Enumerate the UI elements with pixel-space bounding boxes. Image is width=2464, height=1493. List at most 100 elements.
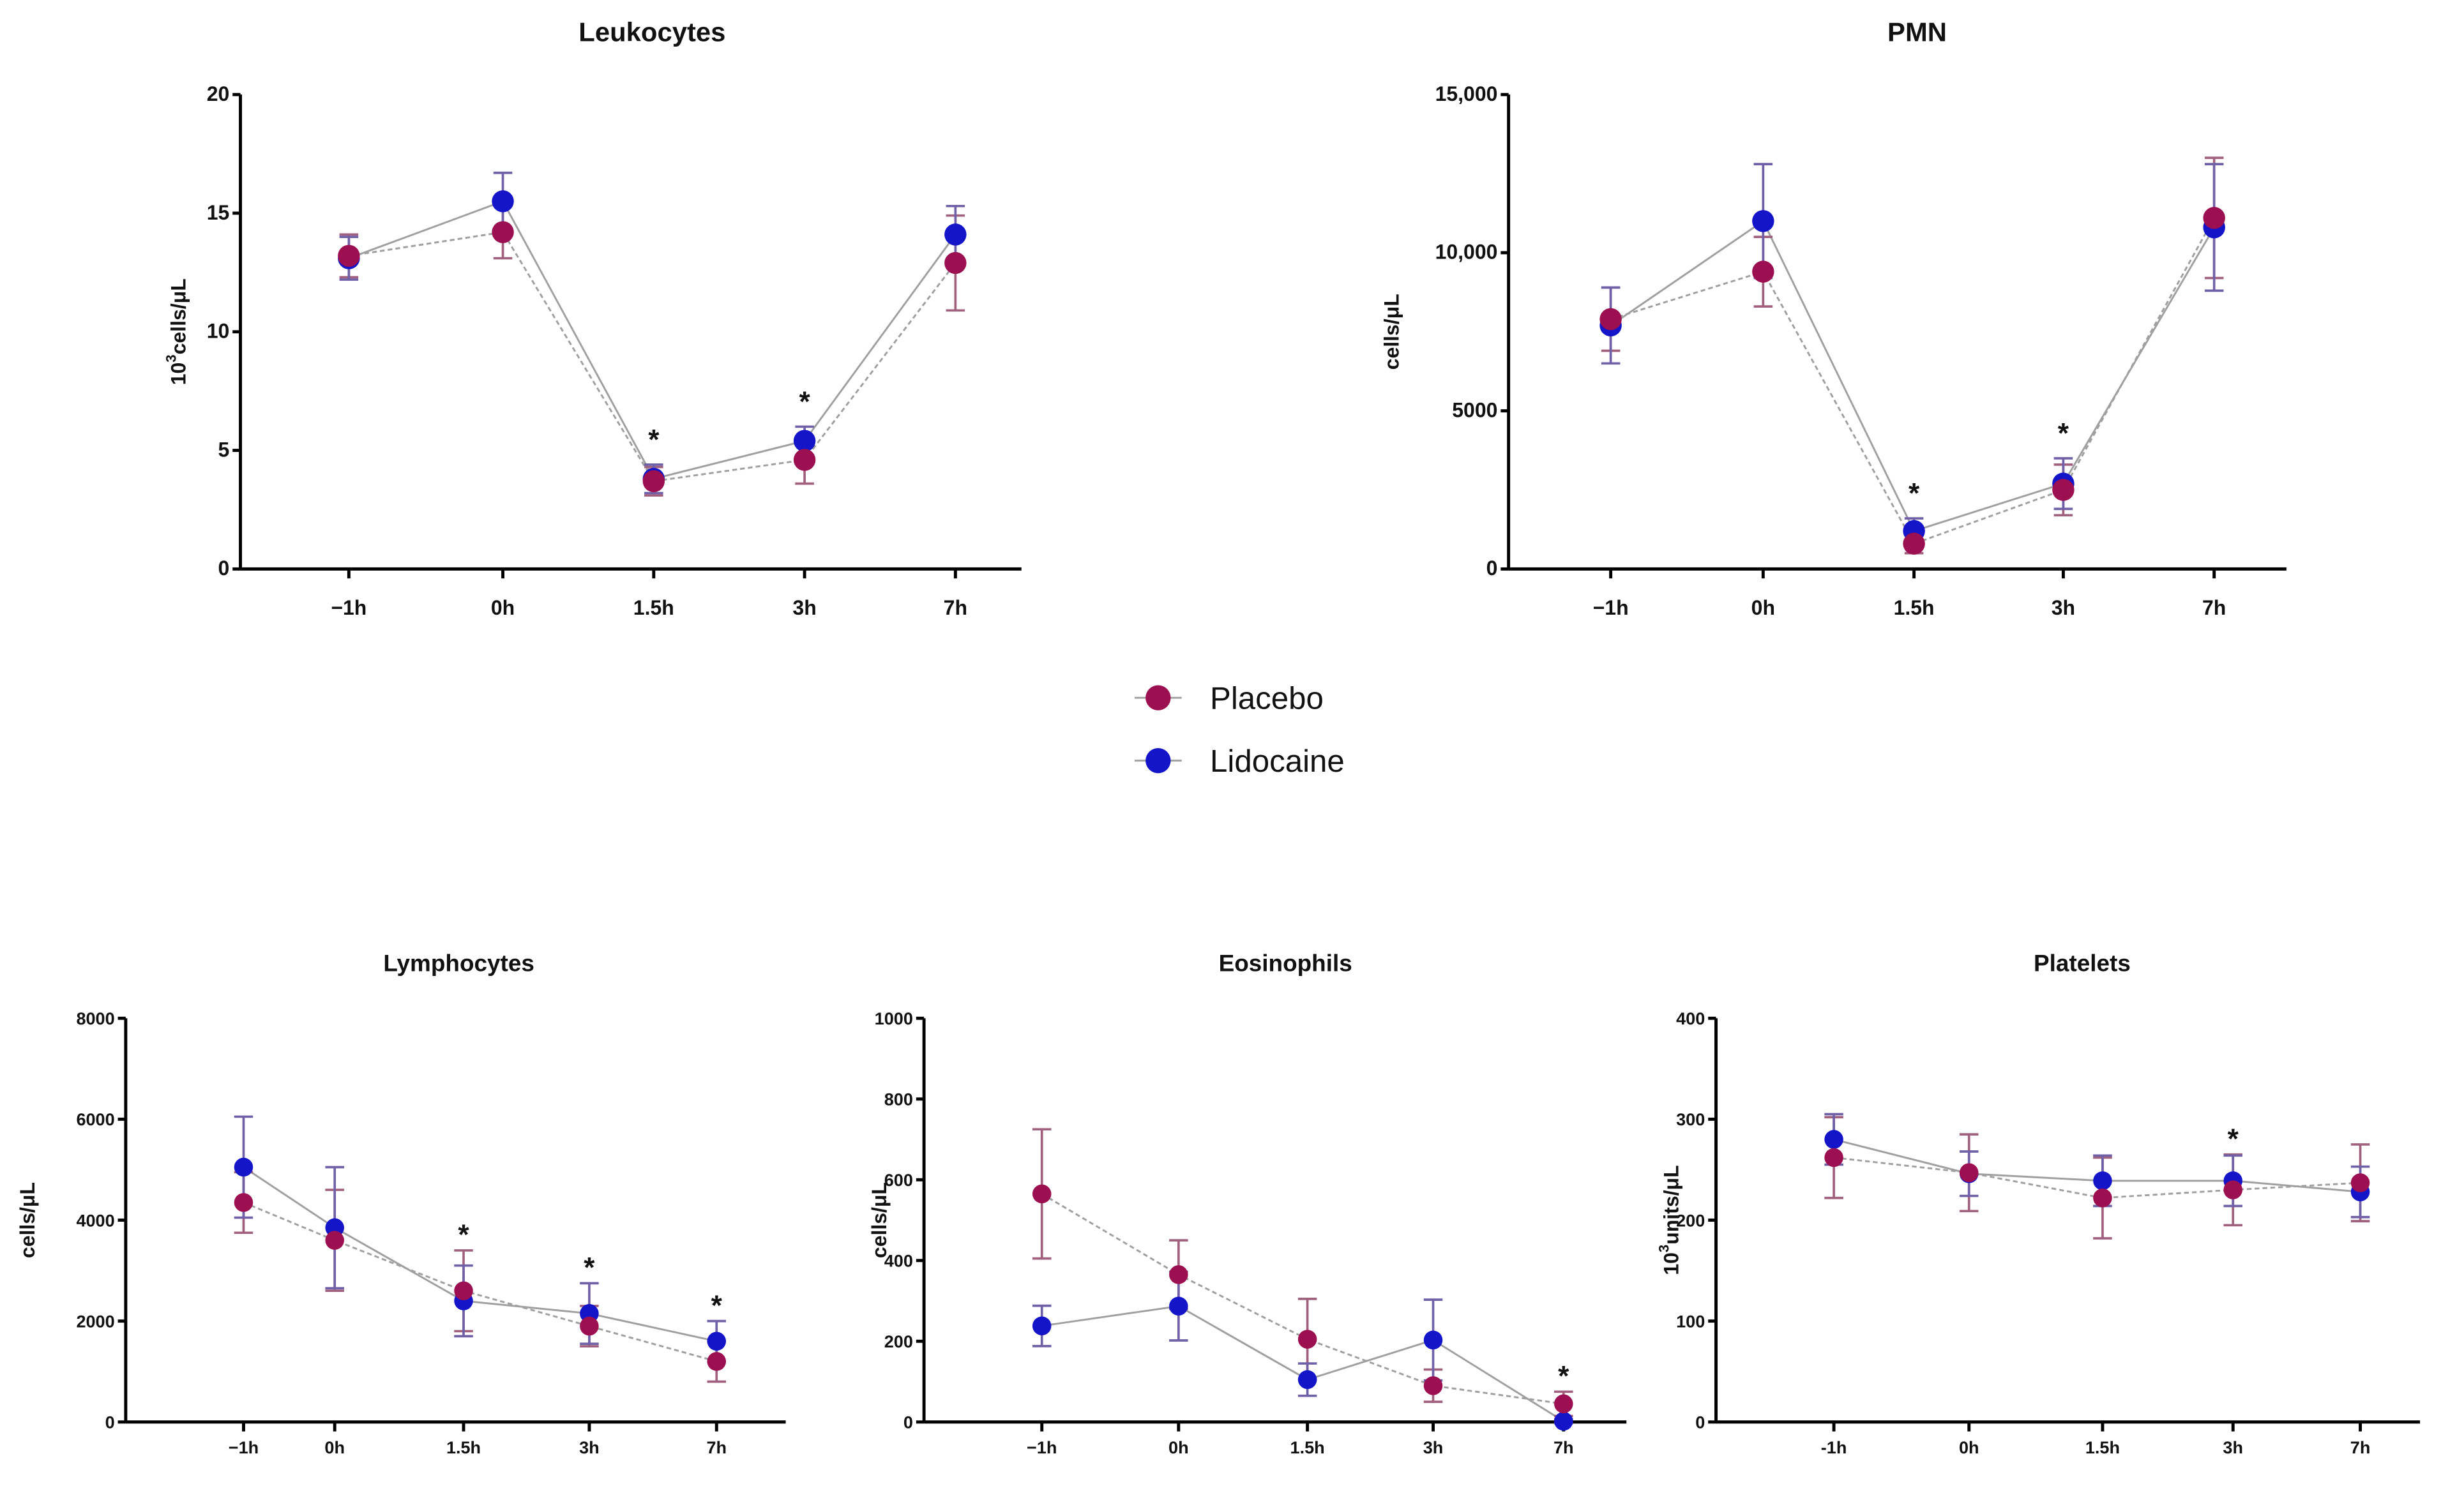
x-tick-label: 3h (2223, 1437, 2243, 1457)
x-tick-label: −1h (331, 596, 367, 619)
lidocaine-point (1752, 210, 1774, 232)
significance-asterisk: * (458, 1219, 469, 1250)
placebo-point (1423, 1376, 1443, 1395)
y-tick-label: 800 (884, 1090, 913, 1109)
y-tick-label: 2000 (76, 1311, 114, 1331)
y-axis-label: 103units/μL (1656, 1165, 1683, 1275)
y-tick-label: 0 (1695, 1413, 1705, 1432)
significance-asterisk: * (799, 386, 810, 417)
lidocaine-point (1169, 1296, 1188, 1316)
x-tick-label: 7h (2202, 596, 2226, 619)
chart-title: Eosinophils (1219, 950, 1352, 976)
placebo-point (793, 449, 816, 471)
y-axis-label: cells/μL (1380, 294, 1403, 370)
x-tick-label: 7h (944, 596, 967, 619)
x-tick-label: 0h (324, 1437, 345, 1457)
y-axis-label: cells/μL (868, 1182, 891, 1258)
x-tick-label: −1h (1027, 1437, 1057, 1457)
lidocaine-point (234, 1157, 253, 1177)
y-tick-label: 20 (207, 82, 230, 105)
placebo-point (325, 1231, 344, 1250)
placebo-point (2350, 1173, 2370, 1192)
y-tick-label: 6000 (76, 1109, 114, 1129)
placebo-point (1599, 308, 1622, 331)
chart-title: Leukocytes (578, 17, 725, 47)
placebo-point (642, 470, 665, 493)
y-tick-label: 0 (903, 1413, 913, 1432)
y-tick-label: 600 (884, 1170, 913, 1190)
x-tick-label: 1.5h (446, 1437, 481, 1457)
y-tick-label: 200 (884, 1332, 913, 1351)
x-tick-label: 3h (2052, 596, 2075, 619)
y-tick-label: 100 (1676, 1311, 1705, 1331)
significance-asterisk: * (584, 1252, 595, 1284)
placebo-point (492, 221, 514, 243)
x-tick-label: 1.5h (633, 596, 674, 619)
lidocaine-point (1297, 1370, 1317, 1390)
y-axis-label: cells/μL (16, 1182, 39, 1258)
placebo-line (349, 231, 956, 483)
x-tick-label: 1.5h (1894, 596, 1935, 619)
y-tick-label: 4000 (76, 1210, 114, 1230)
placebo-line (1833, 1157, 2361, 1199)
placebo-point (234, 1193, 253, 1212)
lidocaine-point (2093, 1171, 2112, 1190)
lidocaine-point (492, 190, 514, 213)
lidocaine-point (1554, 1411, 1573, 1431)
placebo-point (707, 1352, 727, 1371)
y-tick-label: 8000 (76, 1009, 114, 1028)
y-tick-label: 300 (1676, 1109, 1705, 1129)
y-label-sup: 3 (1656, 1245, 1672, 1252)
placebo-point (2203, 207, 2225, 229)
chart-eosinophils: Eosinophils 0 200 400 600 800 1000 −1h 0h 1.5h 3h 7… (868, 950, 1627, 1457)
placebo-point (1554, 1394, 1573, 1414)
placebo-point (2052, 479, 2075, 501)
lidocaine-point (1824, 1130, 1843, 1149)
significance-asterisk: * (1908, 478, 1920, 509)
x-tick-label: −1h (1593, 596, 1629, 619)
x-tick-label: 1.5h (2085, 1437, 2120, 1457)
legend: Placebo Lidocaine (1134, 680, 1345, 779)
x-tick-label: -1h (1821, 1437, 1847, 1457)
y-tick-label: 15 (207, 201, 230, 224)
lidocaine-line (243, 1166, 717, 1342)
placebo-point (1752, 260, 1774, 283)
placebo-point (944, 251, 967, 274)
y-label-base: cells/μL (16, 1182, 39, 1258)
placebo-point (454, 1281, 473, 1300)
legend-lidocaine-marker (1145, 747, 1171, 774)
x-tick-label: 0h (1168, 1437, 1189, 1457)
y-tick-label: 15,000 (1435, 82, 1498, 105)
x-tick-label: 0h (1959, 1437, 1979, 1457)
y-axis-label: 103cells/μL (163, 278, 190, 385)
lidocaine-point (1423, 1330, 1443, 1350)
significance-asterisk: * (711, 1290, 723, 1321)
placebo-point (338, 244, 360, 267)
y-tick-label: 5 (218, 438, 230, 461)
y-label-base: cells/μL (868, 1182, 891, 1258)
x-tick-label: 7h (1553, 1437, 1574, 1457)
charts: Leukocytes 0 5 10 15 20 −1h 0h 1.5h 3h 7h 103cells/… (16, 17, 2421, 1457)
legend-placebo-label: Placebo (1210, 680, 1324, 716)
placebo-point (1297, 1330, 1317, 1349)
placebo-point (580, 1316, 599, 1336)
y-label-base: 10 (1659, 1252, 1682, 1275)
chart-title: Lymphocytes (383, 950, 534, 976)
y-tick-label: 0 (1486, 557, 1498, 580)
placebo-point (2093, 1188, 2112, 1208)
significance-asterisk: * (2228, 1123, 2239, 1155)
significance-asterisk: * (1558, 1360, 1569, 1392)
chart-pmn: PMN 0 5000 10,000 15,000 −1h 0h 1.5h 3h 7h cells/μ… (1380, 17, 2286, 619)
x-tick-label: 7h (2350, 1437, 2371, 1457)
legend-lidocaine-label: Lidocaine (1210, 744, 1345, 779)
y-tick-label: 400 (884, 1251, 913, 1271)
lidocaine-point (1032, 1316, 1052, 1336)
y-tick-label: 200 (1676, 1210, 1705, 1230)
y-label-base: cells/μL (1380, 294, 1403, 370)
x-tick-label: 0h (1751, 596, 1775, 619)
placebo-point (1959, 1163, 1979, 1182)
chart-lymphocytes: Lymphocytes 0 2000 4000 6000 8000 −1h 0h 1.5h 3h 7… (16, 950, 786, 1457)
placebo-line (243, 1201, 717, 1363)
